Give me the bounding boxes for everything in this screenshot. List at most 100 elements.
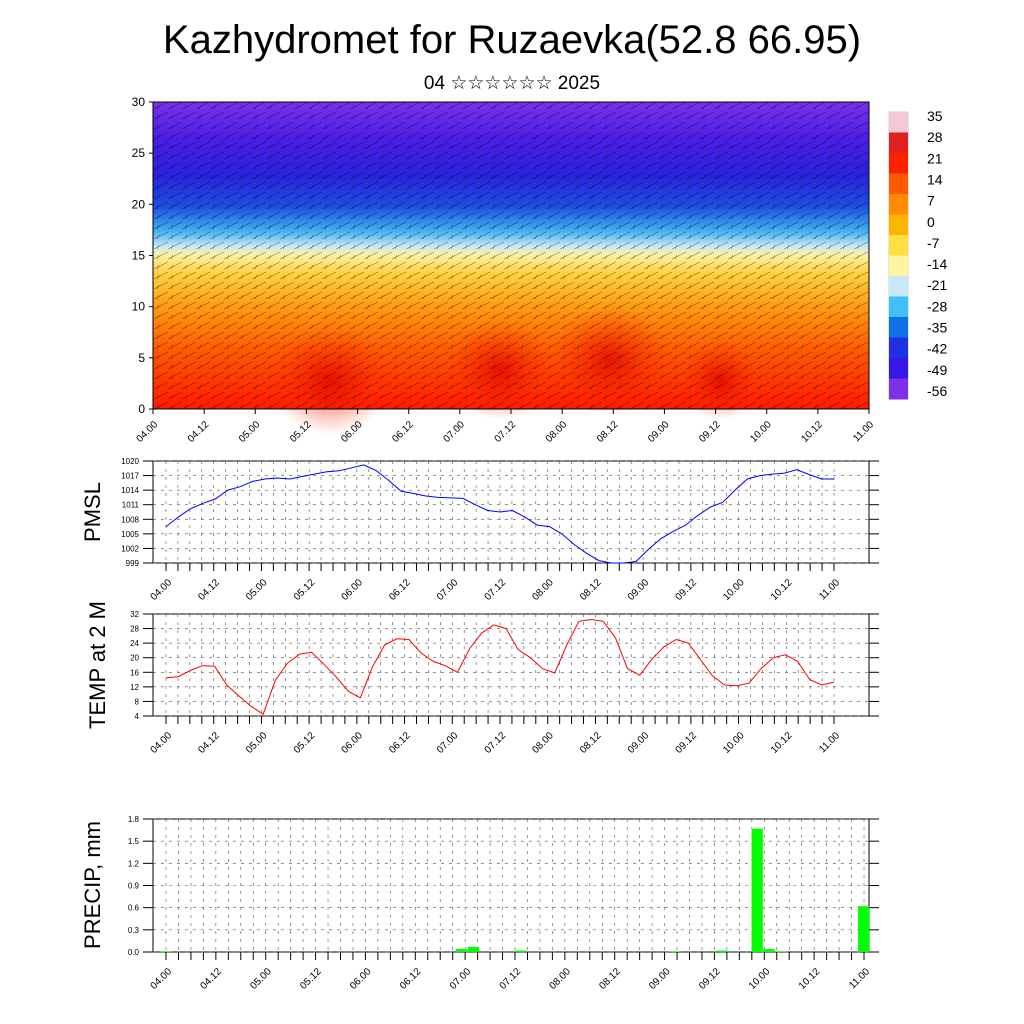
temp-y-tick-label: 32 (130, 610, 139, 619)
heatmap-x-tick-label: 08.12 (595, 419, 621, 445)
temp-x-tick-label: 10.00 (721, 730, 747, 756)
colorbar-label: -21 (927, 277, 947, 293)
colorbar-swatch (889, 337, 908, 359)
colorbar-label: -49 (927, 362, 947, 378)
precip-x-tick-label: 06.12 (398, 966, 424, 992)
precip-bar (668, 951, 681, 952)
temp-y-tick-label: 12 (130, 683, 139, 692)
precip-y-tick-label: 1.8 (128, 815, 140, 824)
colorbar-swatch (889, 153, 908, 174)
pmsl-frame (152, 460, 870, 564)
precip-x-tick-label: 07.12 (498, 966, 524, 992)
temp-x-tick-label: 08.00 (530, 730, 556, 756)
temp-x-tick-label: 09.12 (674, 730, 700, 756)
pmsl-x-tick-label: 07.00 (435, 577, 461, 603)
heatmap-x-tick-label: 10.12 (800, 419, 826, 445)
precip-x-tick-label: 08.00 (548, 966, 574, 992)
heatmap-panel (152, 101, 870, 435)
colorbar-swatch (889, 112, 908, 133)
pmsl-y-tick-label: 1002 (121, 544, 139, 553)
heatmap-x-tick-label: 06.12 (390, 419, 416, 445)
temp-axis-label: TEMP at 2 M (85, 601, 110, 729)
colorbar-swatch (889, 194, 908, 215)
precip-y-tick-label: 1.5 (128, 837, 140, 846)
colorbar-swatch (889, 296, 908, 318)
pmsl-x-tick-label: 06.12 (387, 577, 413, 603)
precip-bar (858, 906, 870, 952)
pmsl-y-tick-label: 1020 (121, 457, 139, 466)
precip-x-tick-label: 09.12 (697, 966, 723, 992)
heatmap-x-tick-label: 07.12 (493, 419, 519, 445)
pmsl-axis-label: PMSL (80, 482, 105, 542)
precip-x-tick-label: 10.12 (797, 966, 823, 992)
precip-y-tick-label: 1.2 (128, 859, 140, 868)
colorbar-label: -28 (927, 298, 947, 314)
wind-barbs-overlay (153, 102, 869, 409)
temp-x-tick-label: 04.12 (196, 730, 222, 756)
precip-panel: 0.0 0.3 0.6 0.9 1.2 1.5 1.8 04.00 04.12 05.00 05.1… (128, 815, 879, 992)
pmsl-y-tick-label: 1017 (121, 472, 139, 481)
heatmap-x-tick-label: 09.12 (697, 419, 723, 445)
heatmap-y-tick-label: 0 (138, 402, 145, 416)
heatmap-x-tick-label: 05.00 (237, 419, 263, 445)
temp-frame (152, 613, 870, 717)
temp-y-tick-label: 20 (130, 654, 139, 663)
pmsl-x-tick-label: 09.00 (626, 577, 652, 603)
temp-y-tick-label: 16 (130, 668, 139, 677)
precip-bar (751, 828, 763, 952)
temp-x-tick-label: 08.12 (578, 730, 604, 756)
heatmap-y-tick-label: 30 (132, 95, 146, 109)
temp-x-tick-label: 07.12 (483, 730, 509, 756)
precip-x-tick-label: 05.12 (298, 966, 324, 992)
precip-x-tick-label: 11.00 (847, 966, 872, 991)
precip-x-tick-label: 09.00 (647, 966, 673, 992)
pmsl-x-tick-label: 08.00 (530, 577, 556, 603)
heatmap-x-tick-label: 04.00 (135, 419, 161, 445)
colorbar-label: -42 (927, 341, 947, 357)
heatmap-y-tick-label: 25 (132, 146, 146, 160)
temp-y-tick-label: 28 (130, 625, 139, 634)
precip-bar (467, 946, 479, 952)
precip-bar (455, 949, 468, 952)
colorbar-label: 7 (927, 193, 935, 209)
heatmap-x-tick-label: 11.00 (851, 419, 876, 444)
colorbar-label: 21 (927, 150, 943, 166)
colorbar-label: 28 (927, 129, 943, 145)
temp-x-tick-label: 06.12 (387, 730, 413, 756)
precip-x-tick-label: 07.00 (448, 966, 474, 992)
pmsl-x-tick-label: 05.00 (244, 577, 270, 603)
colorbar-label: -14 (927, 256, 947, 272)
colorbar-swatch (889, 317, 908, 338)
pmsl-y-tick-label: 1011 (122, 501, 140, 510)
colorbar-swatch (889, 378, 908, 400)
heatmap-x-tick-label: 04.12 (186, 419, 212, 445)
precip-y-tick-label: 0.0 (128, 948, 140, 957)
pmsl-x-tick-label: 11.00 (817, 577, 842, 602)
pmsl-x-tick-label: 08.12 (578, 577, 604, 603)
temp-series-line (165, 618, 835, 715)
colorbar-swatch (889, 358, 908, 379)
precip-bar (775, 951, 787, 952)
temp-x-tick-label: 06.00 (340, 730, 366, 756)
pmsl-y-tick-label: 1014 (121, 486, 139, 495)
temp-y-tick-label: 4 (135, 712, 140, 721)
pmsl-y-tick-label: 1008 (121, 515, 139, 524)
colorbar-label: 14 (927, 171, 943, 187)
precip-x-tick-label: 05.00 (248, 966, 274, 992)
heatmap-y-tick-label: 5 (138, 351, 145, 365)
heatmap-y-tick-label: 15 (132, 249, 146, 263)
heatmap-y-tick-label: 10 (132, 300, 146, 314)
pmsl-x-tick-label: 10.12 (769, 577, 795, 603)
pmsl-x-tick-label: 09.12 (674, 577, 700, 603)
temp-y-tick-label: 8 (135, 697, 140, 706)
colorbar-swatch (889, 214, 908, 236)
colorbar-label: -7 (927, 235, 940, 251)
precip-bar (515, 950, 527, 952)
pmsl-x-tick-label: 04.12 (196, 577, 222, 603)
temp-y-tick-label: 24 (130, 639, 139, 648)
precip-bar (716, 950, 728, 952)
colorbar-label: 35 (927, 108, 943, 124)
colorbar-label: -35 (927, 320, 947, 336)
precip-x-tick-label: 04.12 (199, 966, 225, 992)
